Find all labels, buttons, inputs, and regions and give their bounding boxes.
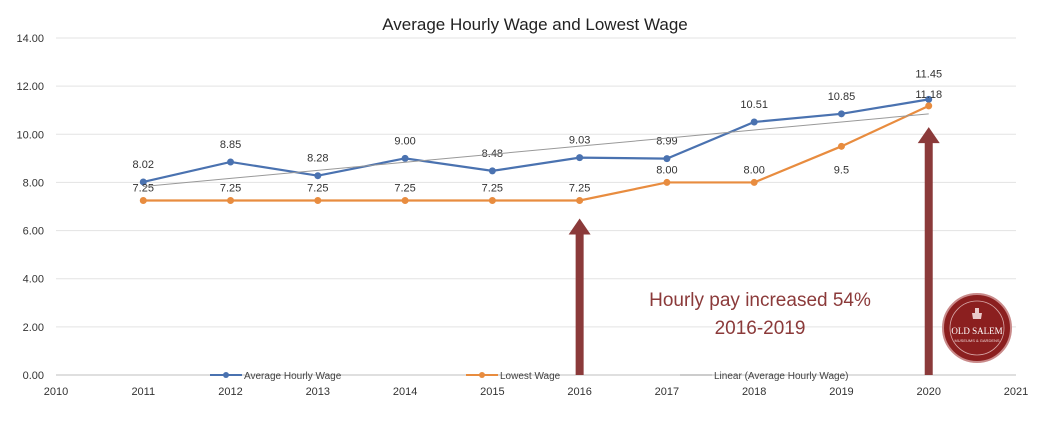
old-salem-logo: OLD SALEM MUSEUMS & GARDENS (942, 293, 1012, 363)
legend-label: Linear (Average Hourly Wage) (714, 371, 849, 382)
data-label: 8.85 (220, 139, 241, 151)
data-point (925, 95, 933, 103)
series-line (143, 98, 929, 184)
data-point (576, 196, 584, 204)
data-label: 7.25 (482, 182, 503, 194)
y-tick-label: 12.00 (16, 81, 44, 93)
x-tick-label: 2017 (655, 386, 679, 398)
data-label: 7.25 (133, 182, 154, 194)
x-axis-ticks: 2010 2011 2012 2013 2014 2015 2016 2017 2018 2019… (44, 386, 1028, 398)
y-tick-label: 8.00 (23, 177, 44, 189)
arrow-shaft (575, 232, 584, 375)
data-label: 7.25 (220, 182, 241, 194)
legend: Average Hourly Wage Lowest Wage Linear (Av… (210, 371, 849, 382)
x-tick-label: 2020 (916, 386, 940, 398)
data-label: 7.25 (394, 182, 415, 194)
logo-line-2: MUSEUMS & GARDENS (954, 338, 999, 343)
data-label: 9.03 (569, 135, 590, 147)
data-label: 8.02 (133, 159, 154, 171)
data-point (750, 178, 758, 186)
x-tick-label: 2016 (567, 386, 591, 398)
annotation-text: 2016-2019 (715, 318, 806, 339)
data-label: 10.85 (828, 91, 856, 103)
y-tick-label: 14.00 (16, 33, 44, 45)
data-point (837, 110, 845, 118)
x-tick-label: 2011 (131, 386, 155, 398)
x-tick-label: 2019 (829, 386, 853, 398)
data-point (314, 172, 322, 180)
data-label: 7.25 (569, 182, 590, 194)
data-point (750, 118, 758, 126)
arrow-shaft (924, 141, 933, 375)
grid (56, 37, 1016, 376)
x-tick-label: 2021 (1004, 386, 1028, 398)
y-axis-ticks: 0.00 2.00 4.00 6.00 8.00 10.00 12.00 14.00 (16, 33, 44, 382)
data-label: 9.5 (834, 164, 849, 176)
data-point (139, 178, 147, 186)
legend-label: Lowest Wage (500, 371, 561, 382)
data-point (401, 154, 409, 162)
logo-line-1: OLD SALEM (951, 326, 1002, 336)
chart-title: Average Hourly Wage and Lowest Wage (382, 15, 688, 34)
y-tick-label: 4.00 (23, 274, 44, 286)
trendline (143, 113, 929, 188)
data-label: 10.51 (740, 99, 768, 111)
x-tick-label: 2012 (218, 386, 242, 398)
arrow-head (568, 218, 591, 235)
data-point (227, 196, 235, 204)
data-point (139, 196, 147, 204)
data-label: 11.45 (915, 68, 942, 80)
legend-marker (479, 372, 485, 378)
data-point (925, 102, 933, 110)
data-label: 9.00 (394, 135, 415, 147)
arrows (568, 127, 940, 375)
x-tick-label: 2010 (44, 386, 68, 398)
data-point (401, 196, 409, 204)
data-label: 7.25 (307, 182, 328, 194)
x-tick-label: 2013 (306, 386, 330, 398)
data-point (576, 154, 584, 162)
data-label: 8.00 (743, 164, 764, 176)
y-tick-label: 6.00 (23, 226, 44, 238)
y-tick-label: 0.00 (23, 370, 44, 382)
legend-label: Average Hourly Wage (244, 371, 342, 382)
data-point (663, 155, 671, 163)
data-point (227, 158, 235, 166)
logo-emblem-icon: OLD SALEM MUSEUMS & GARDENS (949, 300, 1005, 356)
annotation-text: Hourly pay increased 54% (649, 290, 871, 311)
data-point (314, 196, 322, 204)
data-label: 11.18 (915, 89, 942, 101)
x-tick-label: 2018 (742, 386, 766, 398)
legend-marker (223, 372, 229, 378)
x-tick-label: 2015 (480, 386, 504, 398)
data-point (488, 196, 496, 204)
arrow-head (917, 127, 940, 144)
data-label: 8.00 (656, 164, 677, 176)
data-point (663, 178, 671, 186)
series-layer: 8.028.858.289.008.489.03 8.9910.5110.8511… (133, 68, 942, 204)
data-point (488, 167, 496, 175)
y-tick-label: 10.00 (16, 129, 44, 141)
y-tick-label: 2.00 (23, 322, 44, 334)
x-tick-label: 2014 (393, 386, 417, 398)
series-line (143, 104, 930, 202)
annotation: Hourly pay increased 54% 2016-2019 (649, 290, 871, 339)
data-label: 8.28 (307, 153, 328, 165)
data-point (837, 142, 845, 150)
